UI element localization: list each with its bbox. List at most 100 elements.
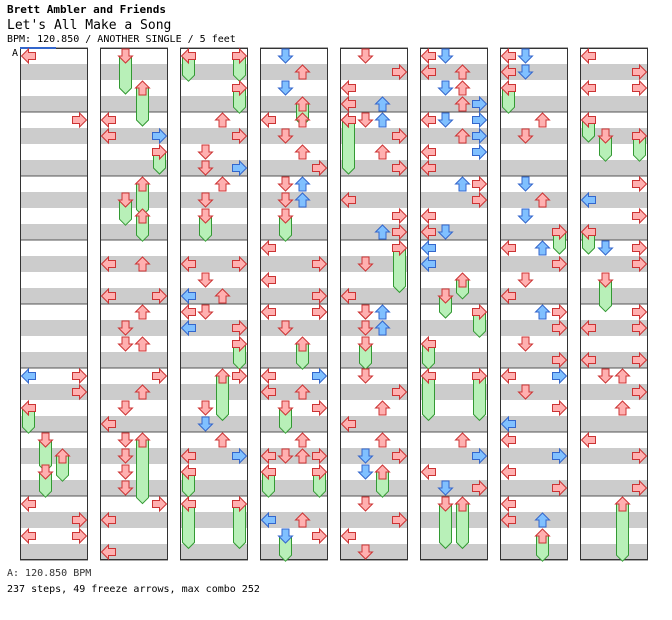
beat-stripe <box>20 128 88 144</box>
arrow-up-icon <box>374 320 391 336</box>
arrow-up-icon <box>534 512 551 528</box>
beat-stripe <box>420 448 488 464</box>
beat-stripe <box>580 416 648 432</box>
arrow-right-icon <box>472 303 488 321</box>
beat-stripe <box>500 544 568 560</box>
beat-stripe <box>100 96 168 112</box>
arrow-up-icon <box>374 96 391 112</box>
step-stats: 237 steps, 49 freeze arrows, max combo 2… <box>7 584 260 595</box>
arrow-left-icon <box>340 111 356 129</box>
beat-stripe <box>20 448 88 464</box>
beat-stripe <box>500 160 568 176</box>
beat-stripe <box>260 384 328 400</box>
arrow-up-icon <box>294 112 311 128</box>
arrow-down-icon <box>437 288 454 304</box>
arrow-left-icon <box>180 47 196 65</box>
beat-stripe <box>260 224 328 240</box>
arrow-down-icon <box>117 448 134 464</box>
arrow-down-icon <box>117 320 134 336</box>
arrow-down-icon <box>117 48 134 64</box>
beat-stripe <box>100 544 168 560</box>
beat-stripe <box>180 192 248 208</box>
arrow-down-icon <box>197 160 214 176</box>
arrow-down-icon <box>197 400 214 416</box>
arrow-right-icon <box>472 479 488 497</box>
beat-stripe <box>500 384 568 400</box>
beat-stripe <box>260 96 328 112</box>
arrow-left-icon <box>260 111 276 129</box>
beat-stripe <box>420 512 488 528</box>
arrow-left-icon <box>100 111 116 129</box>
arrow-right-icon <box>472 95 488 113</box>
arrow-right-icon <box>72 527 88 545</box>
arrow-down-icon <box>277 400 294 416</box>
beat-stripe <box>580 224 648 240</box>
arrow-up-icon <box>134 336 151 352</box>
arrow-down-icon <box>357 48 374 64</box>
arrow-right-icon <box>392 511 408 529</box>
beat-stripe <box>260 480 328 496</box>
arrow-left-icon <box>420 47 436 65</box>
beat-stripe <box>260 352 328 368</box>
arrow-up-icon <box>374 464 391 480</box>
beat-stripe <box>500 352 568 368</box>
arrow-up-icon <box>214 288 231 304</box>
arrow-right-icon <box>392 223 408 241</box>
arrow-up-icon <box>134 304 151 320</box>
arrow-left-icon <box>500 431 516 449</box>
beat-stripe <box>180 352 248 368</box>
arrow-up-icon <box>214 368 231 384</box>
arrow-down-icon <box>517 128 534 144</box>
arrow-down-icon <box>117 480 134 496</box>
arrow-up-icon <box>214 432 231 448</box>
beat-stripe <box>180 96 248 112</box>
arrow-right-icon <box>312 463 328 481</box>
arrow-left-icon <box>340 287 356 305</box>
arrow-right-icon <box>552 223 568 241</box>
arrow-up-icon <box>294 384 311 400</box>
arrow-down-icon <box>357 112 374 128</box>
beat-stripe <box>500 96 568 112</box>
arrow-right-icon <box>72 367 88 385</box>
arrow-down-icon <box>437 480 454 496</box>
beat-stripe <box>420 192 488 208</box>
arrow-down-icon <box>117 432 134 448</box>
beat-stripe <box>100 288 168 304</box>
beat-stripe <box>20 416 88 432</box>
arrow-left-icon <box>100 255 116 273</box>
beat-stripe <box>340 416 408 432</box>
arrow-right-icon <box>152 367 168 385</box>
beat-stripe <box>340 160 408 176</box>
beat-stripe <box>100 224 168 240</box>
arrow-up-icon <box>134 432 151 448</box>
arrow-up-icon <box>374 144 391 160</box>
chart-column-border <box>100 48 168 560</box>
arrow-right-icon <box>232 319 248 337</box>
arrow-down-icon <box>517 176 534 192</box>
arrow-left-icon <box>580 47 596 65</box>
arrow-left-icon <box>500 511 516 529</box>
arrow-up-icon <box>534 112 551 128</box>
beat-stripe <box>260 448 328 464</box>
arrow-up-icon <box>454 128 471 144</box>
arrow-left-icon <box>260 271 276 289</box>
arrow-down-icon <box>357 320 374 336</box>
arrow-right-icon <box>472 127 488 145</box>
arrow-right-icon <box>392 159 408 177</box>
arrow-up-icon <box>534 304 551 320</box>
arrow-down-icon <box>517 384 534 400</box>
arrow-up-icon <box>134 208 151 224</box>
bpm-marker-label: A <box>12 48 18 59</box>
arrow-up-icon <box>454 96 471 112</box>
beat-stripe <box>340 128 408 144</box>
beat-stripe <box>580 512 648 528</box>
beat-stripe <box>500 320 568 336</box>
arrow-down-icon <box>517 48 534 64</box>
beat-stripe <box>420 64 488 80</box>
arrow-right-icon <box>632 479 648 497</box>
beat-stripe <box>180 512 248 528</box>
beat-stripe <box>20 64 88 80</box>
beat-stripe <box>420 288 488 304</box>
beat-stripe <box>500 448 568 464</box>
arrow-left-icon <box>500 239 516 257</box>
